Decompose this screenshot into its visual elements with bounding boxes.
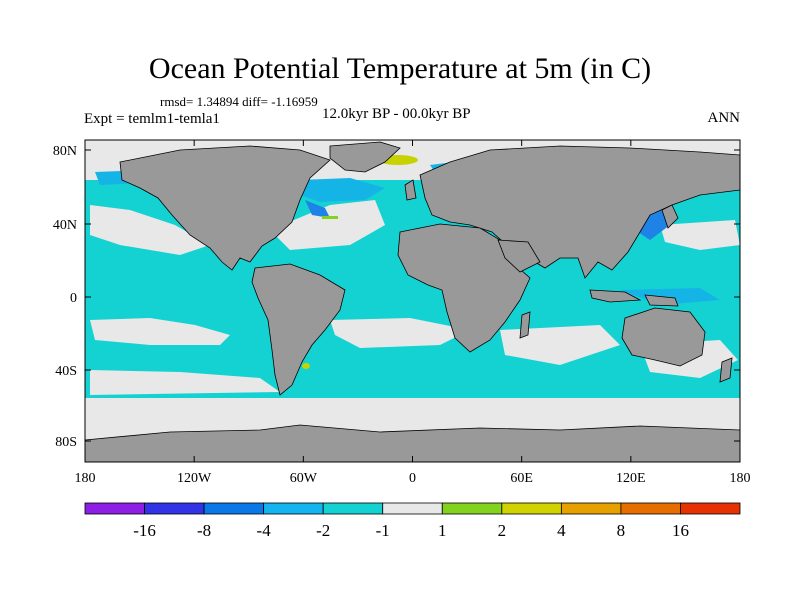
stats-text: rmsd= 1.34894 diff= -1.16959 [160,94,318,109]
experiment-label: Expt = temlm1-temla1 [84,111,220,127]
colorbar-label: -8 [197,521,211,540]
indian-ocean-patch [500,325,620,365]
lon-tick-label: 180 [75,471,96,486]
north-america [119,145,331,271]
australia [621,307,706,367]
warm-anomaly-patagonia [302,363,310,369]
north-atlantic-cool [300,178,385,202]
arabia [497,239,541,273]
colorbar-bin [263,502,324,515]
colorbar-label: 2 [498,521,507,540]
greenland [329,141,401,173]
colorbar-bin [501,502,562,515]
lon-tick-label: 60E [510,471,533,486]
british-isles [404,179,417,201]
lat-tick-label: 40N [53,218,77,233]
madagascar [519,311,531,339]
colorbar-label: 16 [672,521,689,540]
warm-pool-cool [620,288,720,305]
new-zealand [719,357,733,383]
colorbar-label: -1 [376,521,390,540]
colorbar-bin [322,502,384,515]
colorbar-label: -2 [316,521,330,540]
colorbar-label: -4 [257,521,272,540]
colorbar-bin [84,502,145,515]
gulf-stream-cool [305,200,330,218]
colorbar-bin [680,502,741,515]
south-pacific-patch [90,318,230,345]
africa [397,223,531,353]
colorbar-label: 4 [557,521,566,540]
lon-tick-label: 180 [730,471,751,486]
lon-tick-label: 120W [177,471,212,486]
north-atlantic-patch [270,200,385,250]
lon-tick-label: 0 [409,471,416,486]
north-pacific-patch [90,205,210,255]
season-label: ANN [707,110,741,126]
japan [661,204,679,229]
indonesia [589,289,642,303]
lon-tick-label: 120E [616,471,646,486]
lat-tick-label: 80S [55,435,77,450]
map-plot-area [85,140,740,462]
colorbar-label: 1 [438,521,447,540]
colorbar-bin [441,502,503,515]
colorbar: -16 -8 -4 -2 -1 1 2 4 8 16 [84,502,741,540]
south-america [251,263,346,396]
colorbar-label: 8 [617,521,626,540]
map-title: Ocean Potential Temperature at 5m (in C) [148,52,652,85]
lat-tick-label: 40S [55,364,77,379]
colorbar-bin [144,502,205,515]
period-label: 12.0kyr BP - 00.0kyr BP [322,106,471,122]
lon-tick-label: 60W [290,471,318,486]
antarctica [85,424,740,462]
colorbar-bin [203,502,265,515]
landmasses [85,141,740,462]
lat-tick-label: 0 [70,291,77,306]
colorbar-label: -16 [133,521,156,540]
new-guinea [644,294,679,307]
south-atlantic-patch [330,318,470,348]
southern-ocean-patch [90,370,280,395]
colorbar-bin [382,502,443,515]
colorbar-bin [560,502,622,515]
colorbar-bin [620,502,681,515]
warm-anomaly-mid-atlantic [322,216,338,219]
nw-pacific-patch [660,220,740,250]
lat-tick-label: 80N [53,144,77,159]
axis-ticks: 180 120W 60W 0 60E 120E 180 80N 40N 0 40S 80S [53,140,751,486]
